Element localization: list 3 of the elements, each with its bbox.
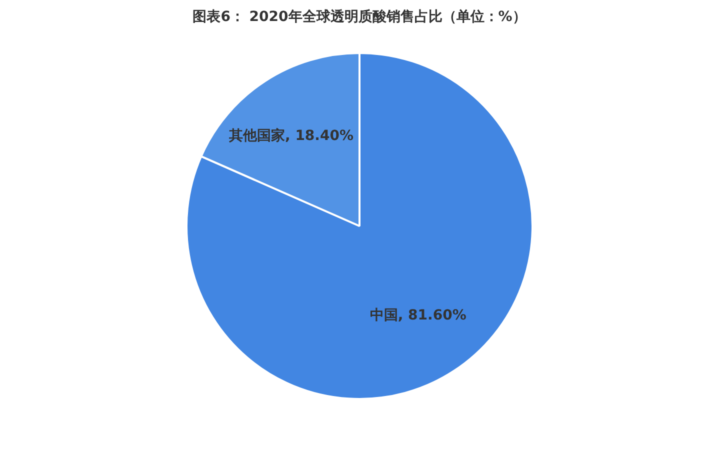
- slice-label: 其他国家, 18.40%: [228, 126, 354, 144]
- slice-label: 中国, 81.60%: [370, 307, 466, 324]
- chart-title: 图表6： 2020年全球透明质酸销售占比（单位：%）: [192, 8, 528, 26]
